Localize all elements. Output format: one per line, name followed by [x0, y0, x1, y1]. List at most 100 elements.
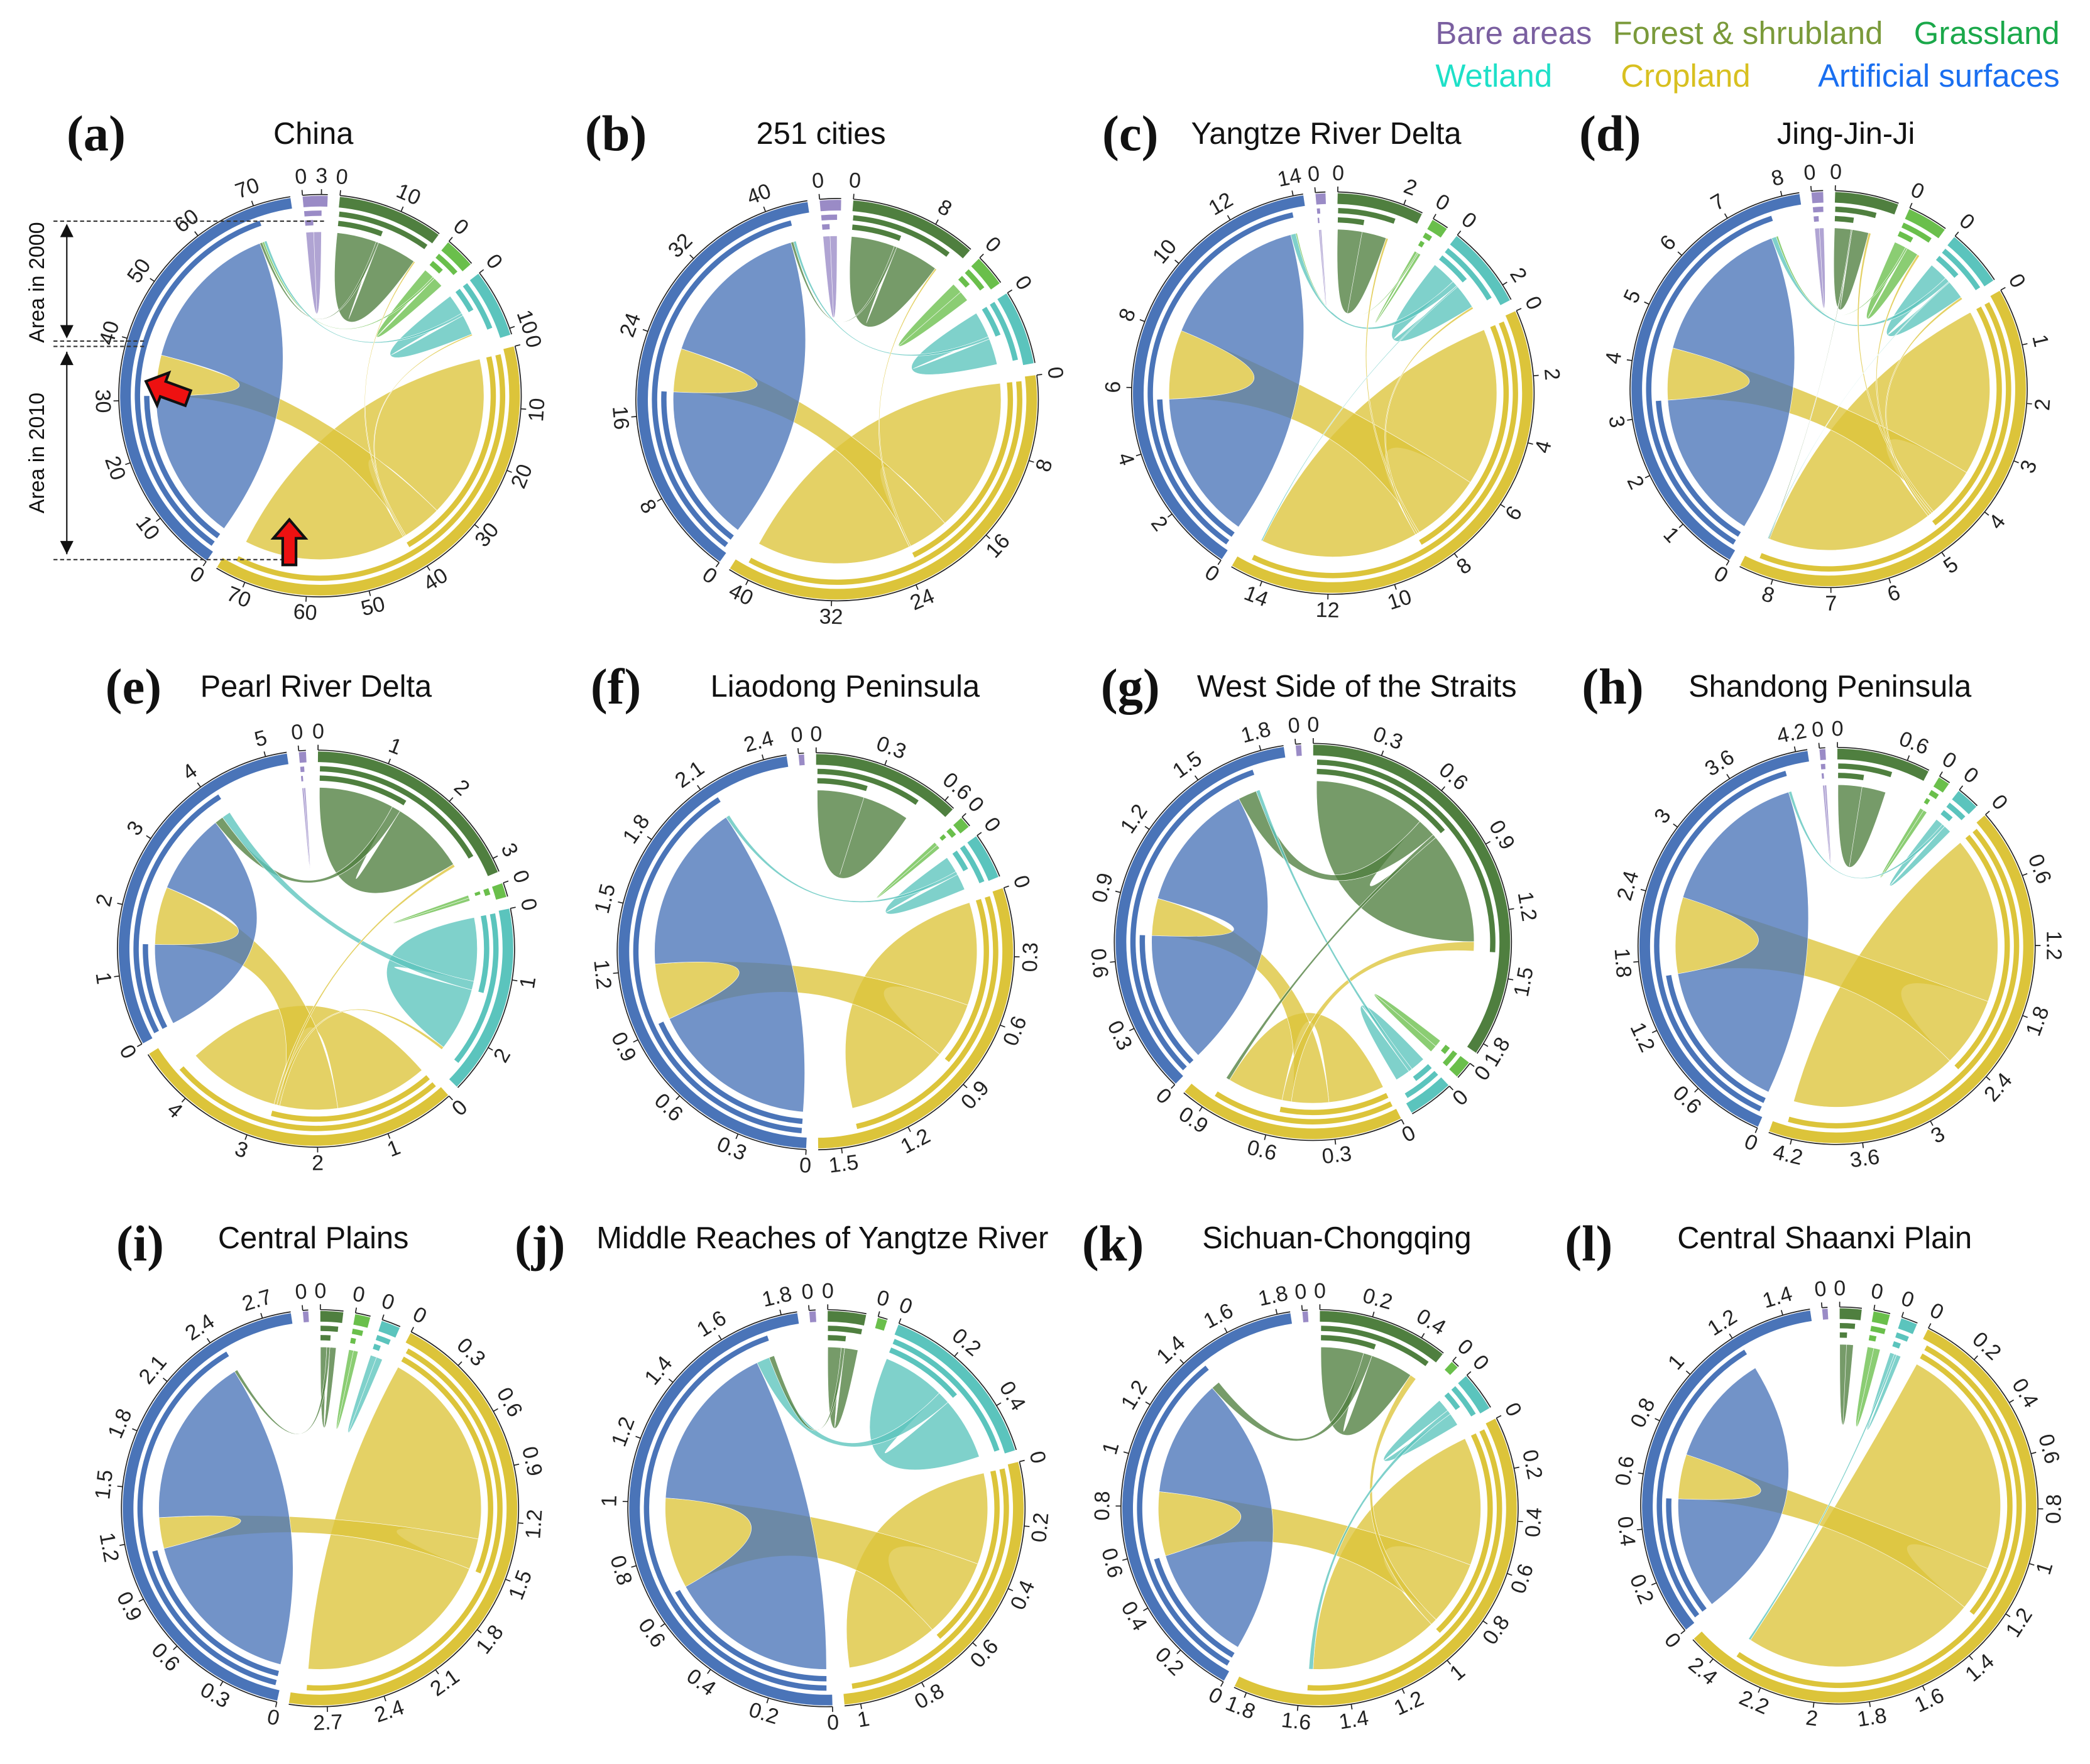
chord-forest-shrubland-to-forest-shrubland [849, 236, 936, 327]
sector-area-bar-wetland [1439, 255, 1467, 283]
axis-tick [512, 979, 518, 982]
tick-label: 0.6 [2033, 1432, 2064, 1466]
axis-tick [1959, 785, 1964, 790]
axis-tick [2005, 1613, 2011, 1618]
tick-label: 1.5 [828, 1150, 860, 1178]
axis-tick [1259, 745, 1262, 751]
tick-label: 0 [481, 249, 508, 273]
tick-label: 4 [1113, 450, 1139, 469]
tick-label: 0 [1959, 762, 1983, 788]
tick-label: 40 [94, 318, 124, 348]
tick-label: 0 [335, 165, 349, 190]
tick-label: 0 [185, 562, 209, 588]
sector-area-bar-artificial-surfaces [143, 944, 168, 1029]
sector-area-bar-grassland [351, 1328, 363, 1336]
sector-band-wetland [967, 836, 998, 881]
sector-axis [117, 751, 287, 1045]
sector-band-bare-areas [302, 1311, 309, 1323]
chord-wetland-to-cropland [1748, 1354, 1897, 1641]
sector-band-forest-shrubland [1320, 1310, 1443, 1363]
axis-tick [1790, 1139, 1792, 1145]
tick-label: 0.6 [1896, 727, 1932, 760]
sector-axis [729, 374, 1039, 602]
sector-axis [318, 749, 500, 872]
legend-grassland: Grassland [1914, 15, 2060, 51]
tick-label: 0.8 [2042, 1494, 2066, 1524]
sector-axis [340, 195, 440, 234]
axis-tick [1984, 511, 1989, 516]
axis-tick [1930, 1120, 1934, 1126]
tick-label: 0 [290, 720, 304, 745]
chord-bare-areas-to-bare-areas [305, 231, 322, 314]
axis-tick [1123, 1451, 1129, 1454]
axis-tick [448, 1096, 453, 1101]
sector-area-bar-grassland [958, 276, 970, 288]
axis-tick [155, 518, 161, 522]
axis-tick [1448, 1086, 1454, 1091]
axis-tick [136, 1043, 143, 1047]
tick-label: 0.8 [605, 1553, 637, 1588]
tick-label: 0.4 [1412, 1304, 1450, 1340]
tick-label: 0.6 [1086, 947, 1112, 979]
sector-axis [1839, 1306, 1863, 1309]
chord-artificial-surfaces-to-artificial-surfaces [665, 1362, 827, 1670]
red-arrow-left-icon [144, 370, 193, 409]
tick-label: 1.8 [2022, 1003, 2054, 1039]
axis-tick [181, 1097, 186, 1102]
sector-area-bar-grassland [1897, 231, 1913, 243]
axis-tick [132, 1428, 138, 1432]
sector-area-bar-wetland [454, 913, 499, 1063]
sector-area-bar-forest-shrubland [1337, 217, 1365, 226]
axis-tick [841, 1148, 843, 1154]
axis-tick [1139, 318, 1146, 322]
tick-label: 0.2 [1518, 1447, 1547, 1481]
chord-bare-areas-to-bare-areas [1822, 785, 1831, 866]
tick-label: 5 [252, 726, 270, 752]
sector-area-bar-wetland [990, 302, 1018, 361]
sector-band-forest-shrubland [317, 751, 498, 876]
tick-label: 14 [1276, 163, 1303, 192]
tick-label: 0.3 [196, 1678, 234, 1713]
chord-forest-shrubland-to-forest-shrubland [1839, 1344, 1854, 1425]
panel-title: 251 cities [757, 117, 886, 151]
tick-label: 1.2 [1704, 1305, 1741, 1341]
tick-label: 0.9 [517, 1444, 547, 1478]
tick-label: 0.6 [1611, 1454, 1639, 1488]
sector-area-bar-wetland [1404, 1070, 1438, 1098]
chord-wetland-to-artificial-surfaces [1771, 236, 1949, 327]
sector-area-bar-grassland [1923, 798, 1930, 805]
tick-label: 1.6 [1200, 1298, 1237, 1334]
sector-area-bar-wetland [1895, 1332, 1909, 1342]
axis-tick [1144, 825, 1150, 830]
axis-tick [493, 855, 498, 859]
axis-tick [1758, 1687, 1761, 1693]
tick-label: 50 [359, 592, 388, 621]
sector-area-bar-bare-areas [1317, 217, 1320, 224]
tick-label: 1 [2032, 1559, 2058, 1577]
tick-label: 30 [90, 389, 115, 413]
tick-label: 1.2 [521, 1508, 547, 1540]
chord-wetland-to-cropland [1261, 285, 1458, 542]
tick-label: 6 [1101, 381, 1125, 393]
tick-label: 0.2 [1360, 1283, 1395, 1314]
tick-label: 0 [1024, 1449, 1050, 1466]
sector-area-bar-wetland [960, 845, 985, 884]
tick-label: 0 [1314, 1279, 1326, 1303]
tick-label: 0 [1710, 562, 1732, 588]
sector-area-bar-grassland [1423, 232, 1432, 241]
sector-area-bar-forest-shrubland [1839, 1323, 1856, 1329]
tick-label: 2.4 [371, 1695, 407, 1727]
sector-axis [1837, 746, 1930, 771]
sector-area-bar-forest-shrubland [828, 1335, 846, 1342]
sector-area-bar-bare-areas [1814, 216, 1819, 222]
tick-label: 0.4 [2007, 1375, 2043, 1412]
axis-tick [642, 329, 648, 332]
axis-tick [1810, 185, 1812, 192]
axis-tick [635, 1435, 641, 1439]
tick-label: 1 [1663, 1350, 1689, 1375]
tick-label: 8 [1452, 553, 1476, 579]
tick-label: 0 [1869, 1279, 1885, 1305]
tick-label: 0.6 [1097, 1545, 1127, 1580]
